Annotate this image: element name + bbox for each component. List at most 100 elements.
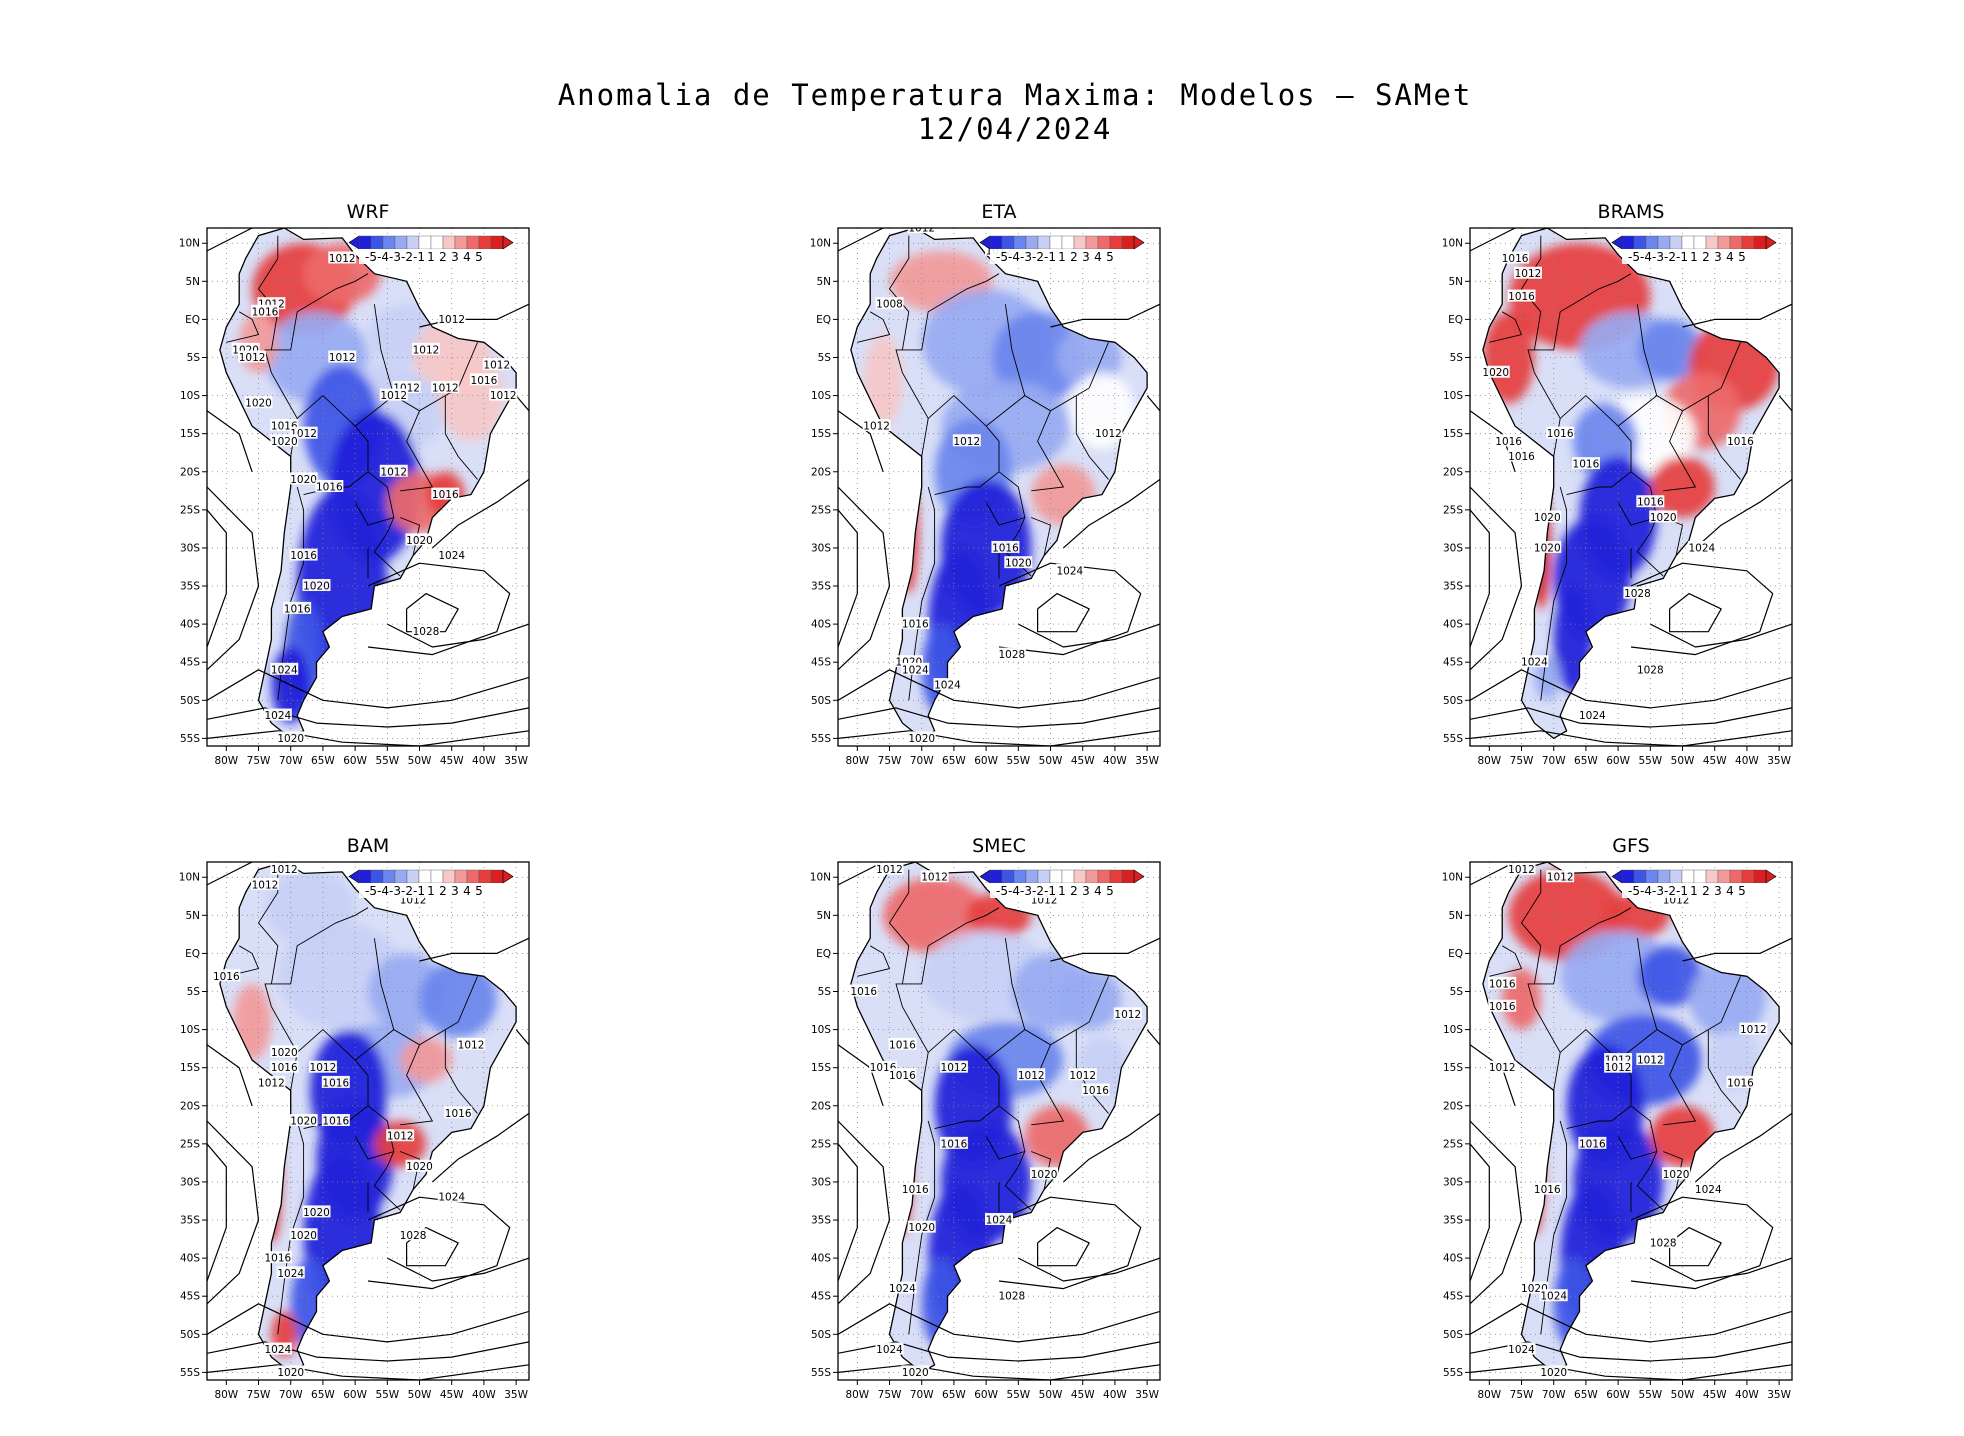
isobar-label: 1016 [1726, 1075, 1755, 1089]
colorbar-label: 3 [1714, 884, 1722, 898]
colorbar-swatch [1693, 235, 1707, 250]
isobar-label: 1024 [437, 548, 466, 562]
isobar-line [838, 1120, 891, 1305]
isobar-label: 1020 [270, 434, 299, 448]
panel-frame [206, 227, 530, 747]
isobar-line [515, 395, 529, 412]
border-line [277, 486, 305, 701]
border-line [895, 907, 1000, 1091]
lon-label: 40W [472, 1389, 496, 1401]
isobar-value: 1016 [445, 1108, 472, 1120]
isobar-label: 1016 [289, 548, 318, 562]
lat-label: 15S [180, 1062, 200, 1074]
lon-label: 75W [1510, 1389, 1534, 1401]
isobar-line [207, 669, 529, 709]
isobar-label: 1016 [849, 984, 878, 998]
isobar-value: 1016 [1508, 451, 1535, 463]
border-line [1489, 945, 1523, 977]
isobar-line [838, 486, 891, 671]
lat-label: 20S [811, 466, 831, 478]
colorbar-swatch [394, 869, 408, 884]
anomaly-blob [863, 334, 903, 427]
isobar-value: 1016 [1637, 497, 1664, 509]
colorbar-arrow-right [1133, 235, 1145, 250]
map-panel-eta: ETA1012101210081012101210121016102010241… [810, 201, 1161, 767]
isobar-value: 1020 [290, 474, 317, 486]
isobar-value: 1016 [889, 1070, 916, 1082]
lon-label: 70W [910, 755, 934, 767]
isobar-label: 1024 [263, 708, 292, 722]
colorbar-label: 3 [451, 884, 459, 898]
isobar-label: 1012 [1094, 426, 1123, 440]
isobar-value: 1016 [902, 619, 929, 631]
isobar-value: 1012 [483, 360, 510, 372]
axes: 10N 5N EQ 5S 10S 15S 20S 25S 30S 35S 40S 45S 50S 55S 8… [1442, 872, 1792, 1401]
lon-label: 50W [1039, 755, 1063, 767]
colorbar-label: -1 [413, 250, 425, 264]
colorbar-swatch [1049, 869, 1063, 884]
lat-label: 30S [811, 1176, 831, 1188]
colorbar-swatch [1001, 869, 1015, 884]
isobar-line [998, 1196, 1142, 1290]
isobar-value: 1024 [264, 710, 291, 722]
isobar-label: 1012 [238, 350, 267, 364]
axes: 10N 5N EQ 5S 10S 15S 20S 25S 30S 35S 40S 45S 50S 55S 8… [810, 238, 1160, 767]
isobar-label: 1016 [888, 1037, 917, 1051]
lat-label: 25S [180, 504, 200, 516]
isobar-value: 1024 [1688, 542, 1715, 554]
isobar-value: 1012 [438, 314, 465, 326]
isobar-label: 1020 [302, 1205, 331, 1219]
lat-label: 55S [180, 733, 200, 745]
isobar-label: 1024 [1539, 1289, 1568, 1303]
map-area: 1012 1012 1012 1016 1012 1020 1012 1016 1016 1012… [207, 862, 529, 1380]
colorbar-label: -3 [389, 250, 401, 264]
isobar-line [367, 562, 511, 656]
isobar-value: 1012 [1114, 1009, 1141, 1021]
isobar-line [1470, 1044, 1516, 1106]
border-line [457, 342, 478, 389]
isobars [207, 228, 529, 746]
colorbar-label: 3 [451, 250, 459, 264]
colorbar-swatch [454, 235, 468, 250]
colorbar-label: 1 [427, 884, 435, 898]
isobar-label: 1016 [270, 1060, 299, 1074]
borders [226, 235, 478, 701]
colorbar-label: 5 [475, 884, 483, 898]
border-line [1031, 410, 1065, 492]
lat-label: 55S [811, 733, 831, 745]
lat-label: 55S [180, 1367, 200, 1379]
isobar-label: 1016 [431, 487, 460, 501]
isobar-label: 1012 [308, 1060, 337, 1074]
isobar-value: 1020 [1650, 512, 1677, 524]
isobar-line [207, 1364, 529, 1380]
anomaly-blob [400, 1037, 452, 1083]
isobar-line [1063, 478, 1160, 549]
colorbar-label: 1 [1058, 884, 1066, 898]
isobar-value: 1024 [1056, 565, 1083, 577]
isobar-label: 1016 [212, 969, 241, 983]
colorbar-swatch [430, 235, 444, 250]
colorbar-arrow-left [979, 869, 991, 884]
isobar-value: 1016 [889, 1039, 916, 1051]
isobar-label: 1016 [901, 617, 930, 631]
isobar-line [1470, 1303, 1792, 1343]
isobar-line [1470, 862, 1522, 886]
colorbar-swatch [1073, 869, 1087, 884]
isobar-line [838, 862, 890, 886]
border-line [264, 273, 369, 457]
lat-label: 40S [811, 619, 831, 631]
border-line [1707, 395, 1741, 480]
isobar-label: 1020 [907, 731, 936, 745]
colorbar-label: -3 [1652, 250, 1664, 264]
colorbar-label: -4 [1640, 250, 1652, 264]
colorbar-swatch [406, 869, 420, 884]
colorbar-label: 5 [1738, 250, 1746, 264]
lon-label: 80W [214, 755, 238, 767]
lon-label: 50W [1671, 755, 1695, 767]
border-line [927, 1028, 1000, 1130]
lon-label: 35W [504, 755, 528, 767]
isobar-value: 1016 [432, 489, 459, 501]
isobar-value: 1016 [1573, 459, 1600, 471]
colorbar-swatch [466, 869, 480, 884]
anomaly-blob [1637, 319, 1702, 381]
